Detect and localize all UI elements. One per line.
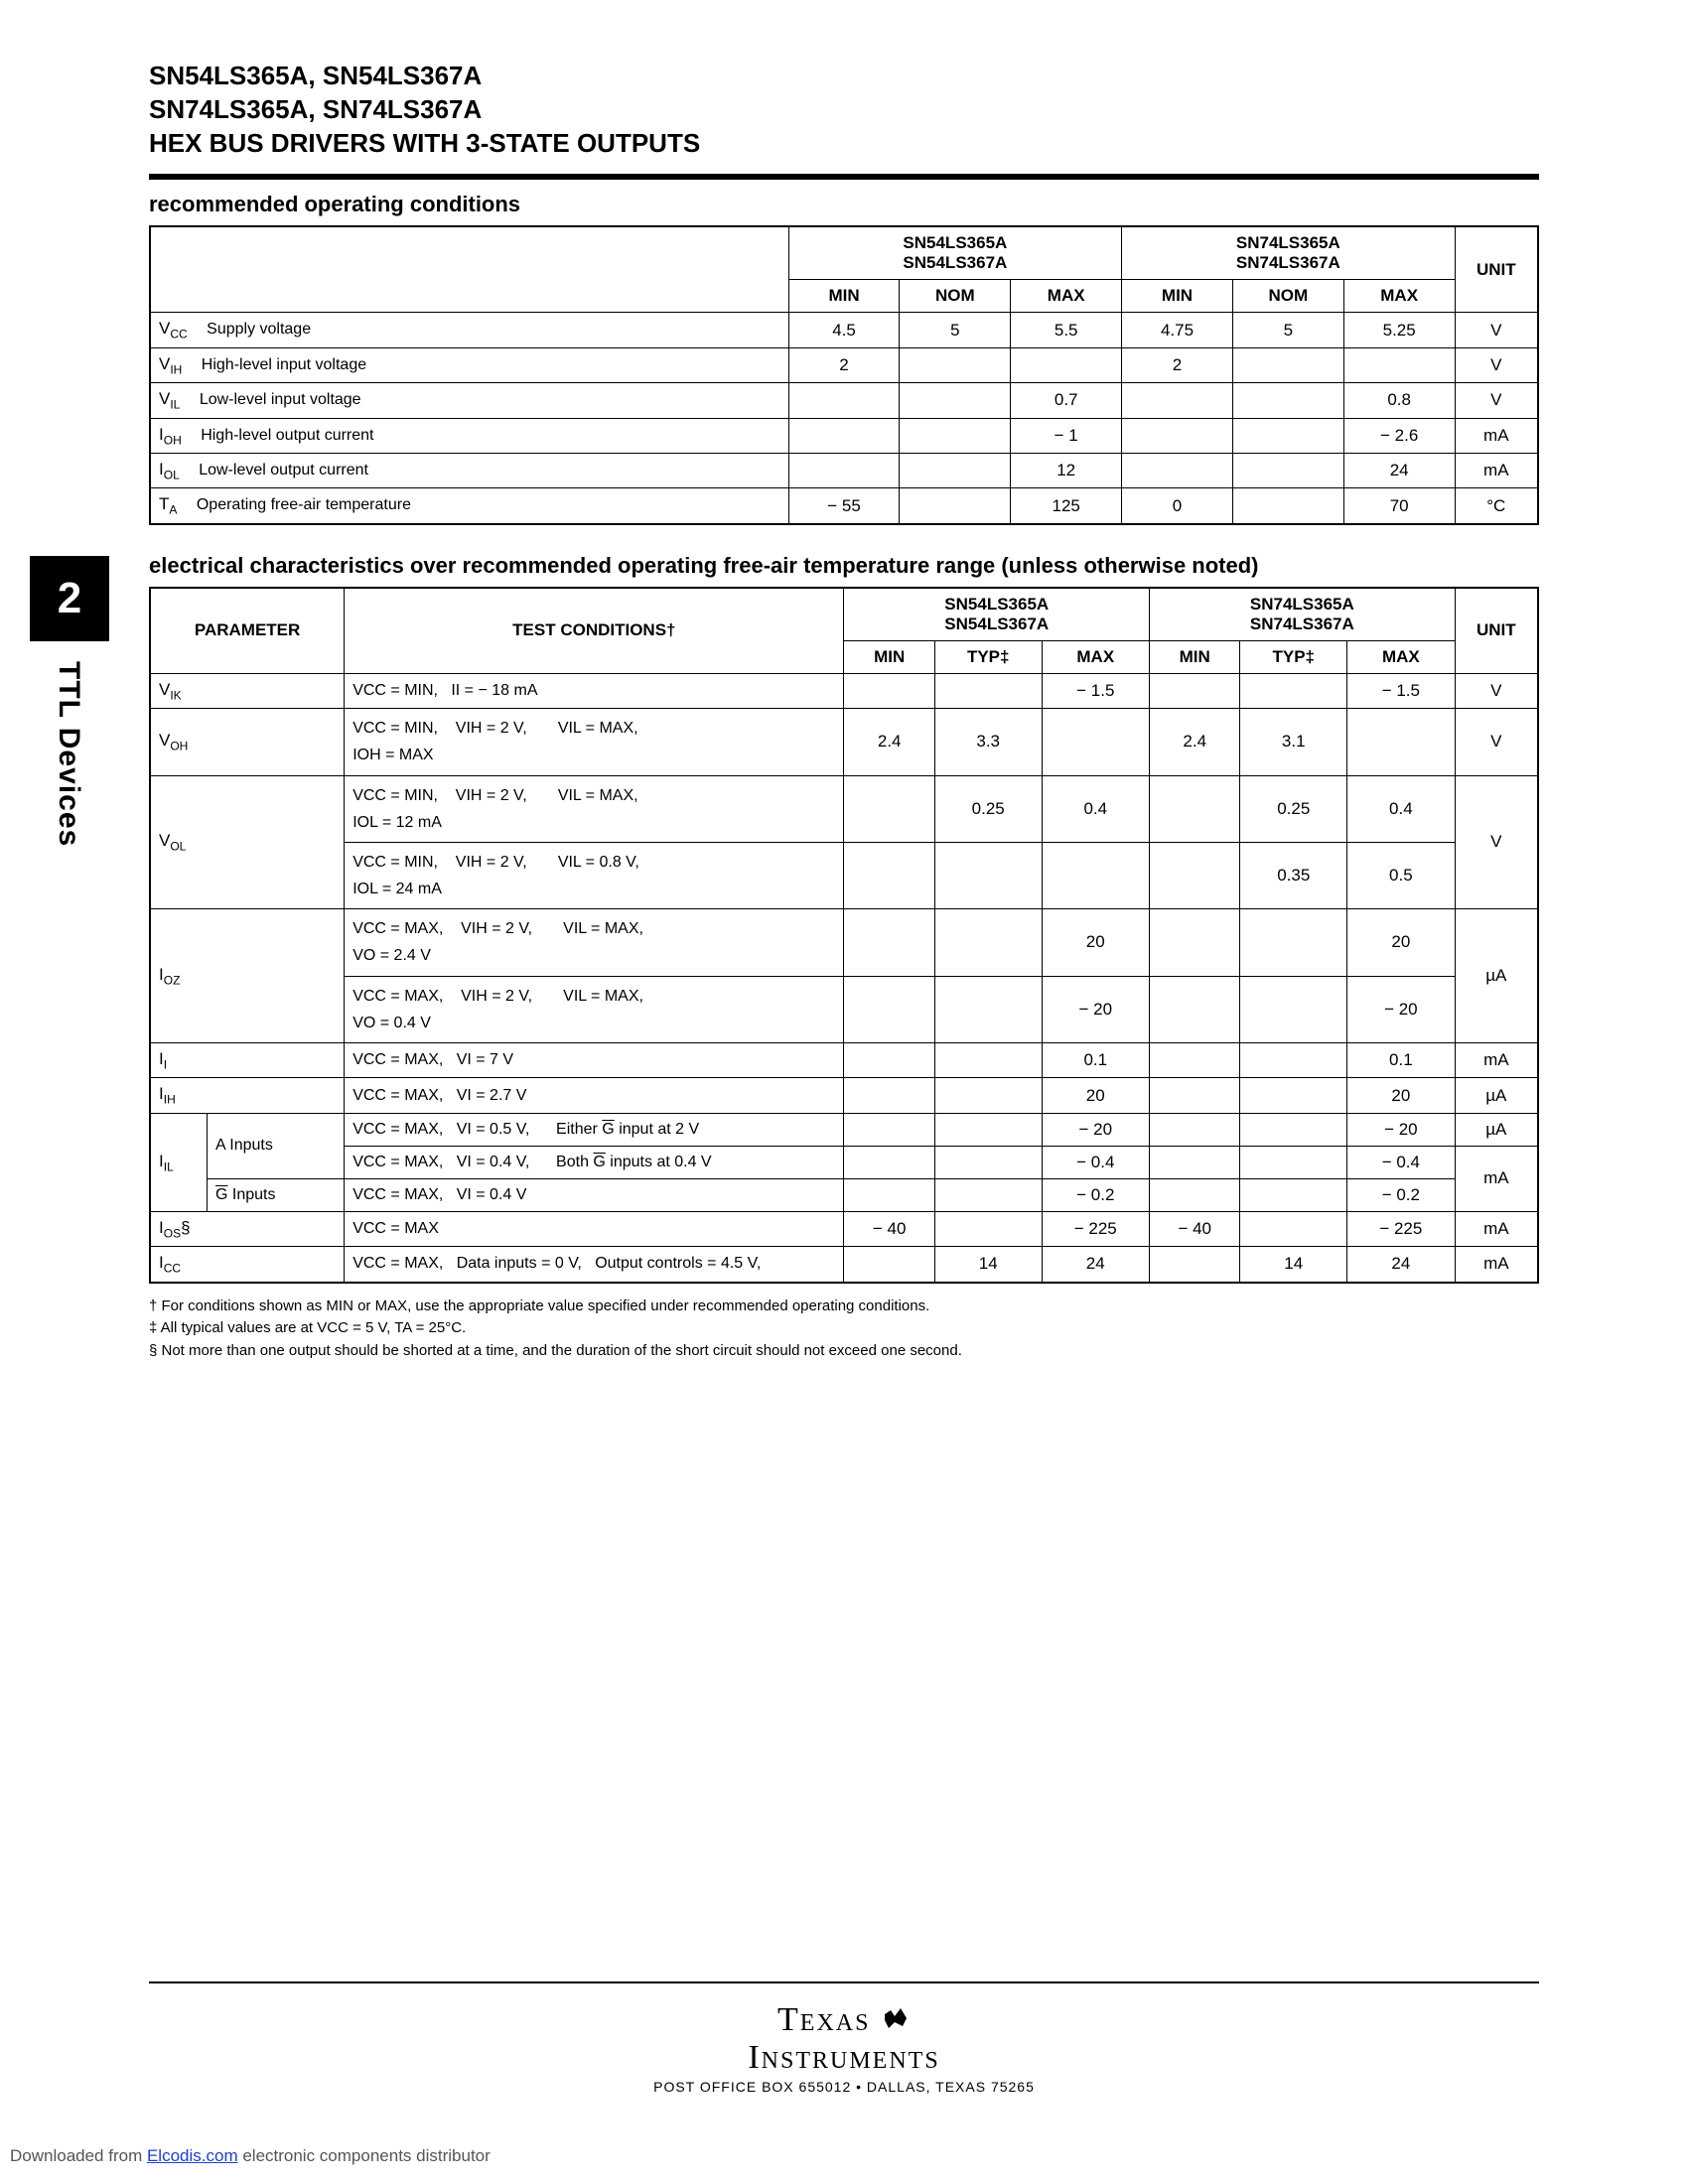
row-vol-1: VOL VCC = MIN, VIH = 2 V, VIL = MAX, IOL… bbox=[150, 775, 1538, 842]
row-iil-3: G Inputs VCC = MAX, VI = 0.4 V − 0.2 − 0… bbox=[150, 1178, 1538, 1211]
header-line-3: HEX BUS DRIVERS WITH 3-STATE OUTPUTS bbox=[149, 127, 1539, 161]
ec-table: PARAMETER TEST CONDITIONS† SN54LS365A SN… bbox=[149, 587, 1539, 1284]
roc-unit-hdr: UNIT bbox=[1455, 226, 1538, 313]
row-ioz-2: VCC = MAX, VIH = 2 V, VIL = MAX, VO = 0.… bbox=[150, 976, 1538, 1042]
ec-title: electrical characteristics over recommen… bbox=[149, 553, 1539, 579]
ec-group-a: SN54LS365A SN54LS367A bbox=[844, 588, 1150, 641]
row-voh: VOH VCC = MIN, VIH = 2 V, VIL = MAX, IOH… bbox=[150, 709, 1538, 775]
ti-address: POST OFFICE BOX 655012 • DALLAS, TEXAS 7… bbox=[0, 2079, 1688, 2095]
roc-row: IOL Low-level output current1224mA bbox=[150, 453, 1538, 487]
ti-logo: Texas Instruments bbox=[0, 2001, 1688, 2077]
roc-title: recommended operating conditions bbox=[149, 192, 1539, 217]
elcodis-link[interactable]: Elcodis.com bbox=[147, 2146, 238, 2165]
footnote-3: § Not more than one output should be sho… bbox=[149, 1340, 1539, 1363]
roc-table: SN54LS365A SN54LS367A SN74LS365A SN74LS3… bbox=[149, 225, 1539, 524]
header-rule bbox=[149, 174, 1539, 180]
footnote-1: † For conditions shown as MIN or MAX, us… bbox=[149, 1296, 1539, 1318]
ec-hdr-param: PARAMETER bbox=[150, 588, 345, 674]
row-iih: IIH VCC = MAX, VI = 2.7 V 20 20 µA bbox=[150, 1078, 1538, 1113]
ec-group-b: SN74LS365A SN74LS367A bbox=[1150, 588, 1456, 641]
footnote-2: ‡ All typical values are at VCC = 5 V, T… bbox=[149, 1317, 1539, 1340]
roc-row: VIH High-level input voltage22V bbox=[150, 347, 1538, 382]
row-iil-2: VCC = MAX, VI = 0.4 V, Both G inputs at … bbox=[150, 1146, 1538, 1178]
row-ii: II VCC = MAX, VI = 7 V 0.1 0.1 mA bbox=[150, 1043, 1538, 1078]
row-iil-1: IIL A Inputs VCC = MAX, VI = 0.5 V, Eith… bbox=[150, 1113, 1538, 1146]
header-line-1: SN54LS365A, SN54LS367A bbox=[149, 60, 1539, 93]
row-icc: ICC VCC = MAX, Data inputs = 0 V, Output… bbox=[150, 1247, 1538, 1283]
row-vol-2: VCC = MIN, VIH = 2 V, VIL = 0.8 V, IOL =… bbox=[150, 842, 1538, 908]
download-note: Downloaded from Elcodis.com electronic c… bbox=[10, 2146, 491, 2166]
row-ioz-1: IOZ VCC = MAX, VIH = 2 V, VIL = MAX, VO … bbox=[150, 909, 1538, 976]
datasheet-page: SN54LS365A, SN54LS367A SN74LS365A, SN74L… bbox=[0, 0, 1688, 1362]
ec-unit-hdr: UNIT bbox=[1455, 588, 1538, 674]
roc-group-a: SN54LS365A SN54LS367A bbox=[788, 226, 1121, 280]
ec-hdr-cond: TEST CONDITIONS† bbox=[345, 588, 844, 674]
footnotes: † For conditions shown as MIN or MAX, us… bbox=[149, 1296, 1539, 1363]
row-vik: VIK VCC = MIN, II = − 18 mA − 1.5 − 1.5 … bbox=[150, 673, 1538, 708]
roc-row: IOH High-level output current− 1− 2.6mA bbox=[150, 418, 1538, 453]
roc-row: VCC Supply voltage4.555.54.7555.25V bbox=[150, 313, 1538, 347]
row-ios: IOS§ VCC = MAX − 40− 225 − 40− 225 mA bbox=[150, 1211, 1538, 1246]
page-footer: Texas Instruments POST OFFICE BOX 655012… bbox=[0, 1981, 1688, 2095]
page-header: SN54LS365A, SN54LS367A SN74LS365A, SN74L… bbox=[149, 60, 1539, 160]
ti-logo-icon bbox=[881, 2002, 911, 2032]
roc-group-b: SN74LS365A SN74LS367A bbox=[1122, 226, 1455, 280]
roc-row: TA Operating free-air temperature− 55125… bbox=[150, 488, 1538, 524]
roc-row: VIL Low-level input voltage0.70.8V bbox=[150, 383, 1538, 418]
header-line-2: SN74LS365A, SN74LS367A bbox=[149, 93, 1539, 127]
